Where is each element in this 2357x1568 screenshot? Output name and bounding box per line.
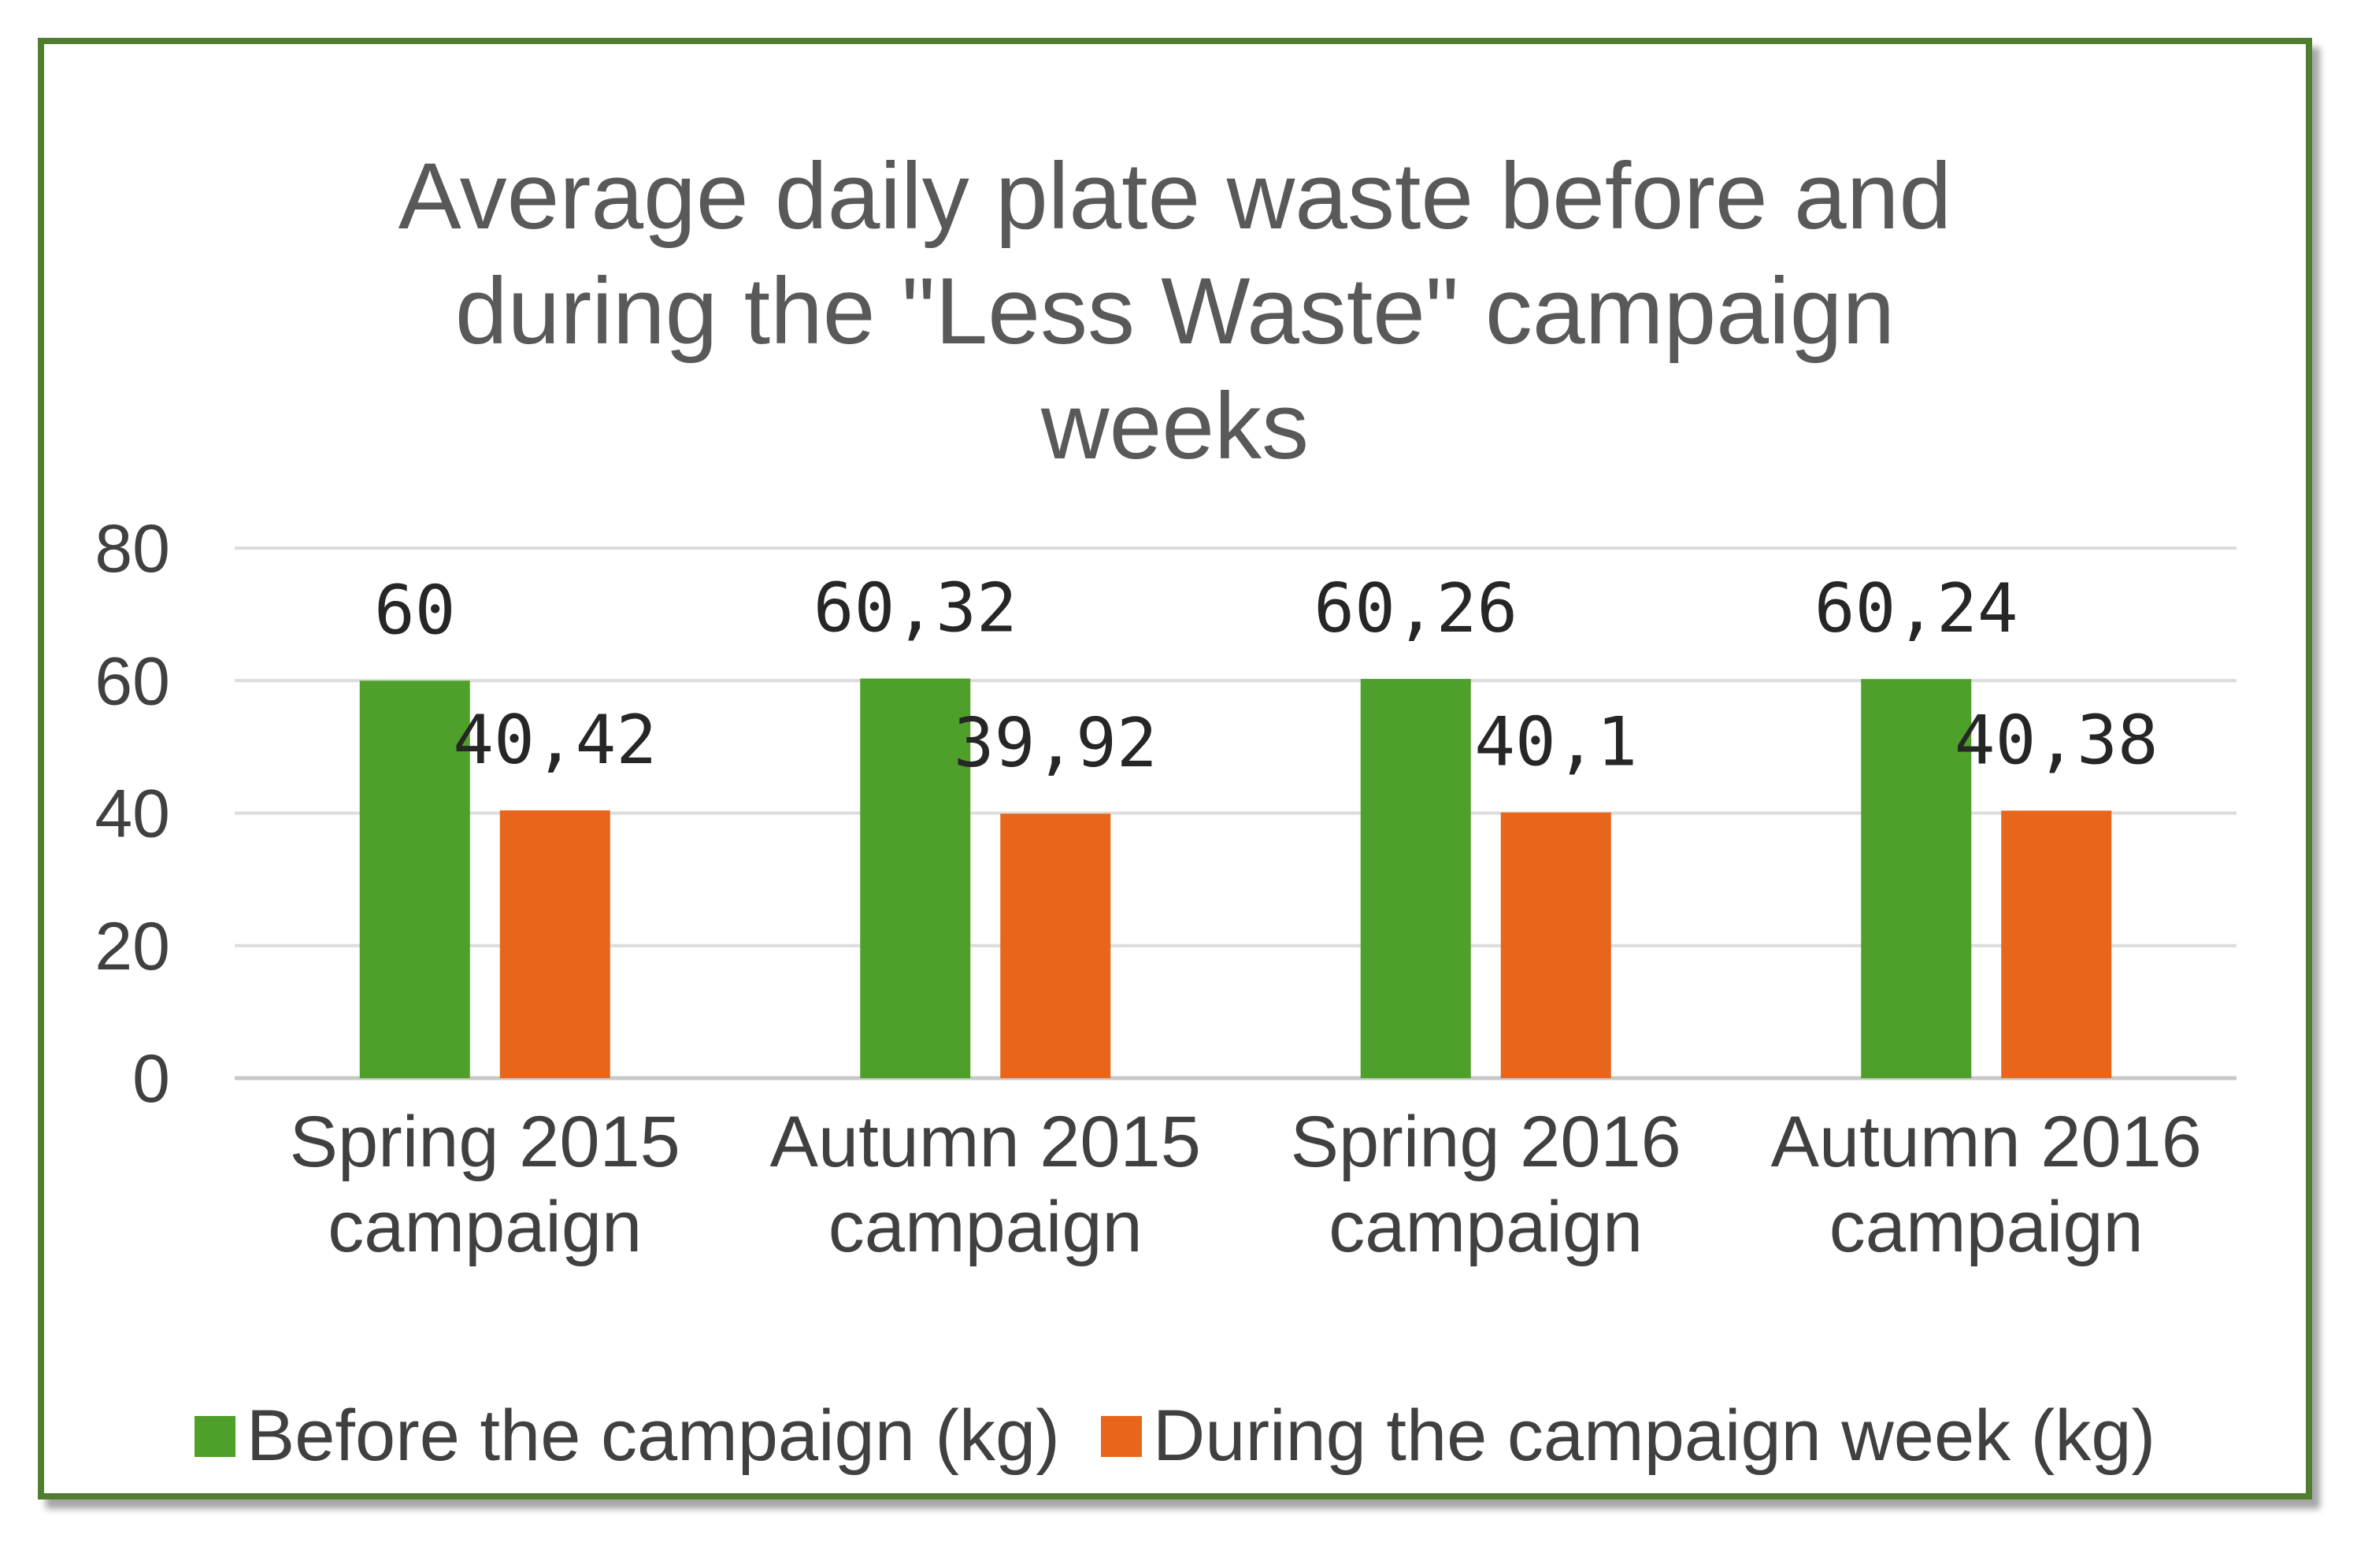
data-label-before-1: 60 xyxy=(374,571,456,650)
legend-item-before: Before the campaign (kg) xyxy=(194,1395,1060,1477)
legend-swatch-before xyxy=(194,1415,235,1457)
bar-during-2 xyxy=(1000,814,1111,1078)
bar-before-2 xyxy=(860,678,971,1078)
bar-during-3 xyxy=(1500,812,1611,1078)
x-tick-label: Spring 2016 xyxy=(1291,1102,1681,1182)
y-tick-label: 60 xyxy=(95,643,170,719)
data-label-during-1: 40,42 xyxy=(453,701,657,780)
bar-during-1 xyxy=(499,810,610,1078)
y-tick-label: 80 xyxy=(95,511,170,587)
legend-swatch-during xyxy=(1100,1415,1142,1457)
chart-legend: Before the campaign (kg) During the camp… xyxy=(44,1395,2306,1477)
bar-during-4 xyxy=(2001,810,2112,1078)
y-tick-label: 20 xyxy=(95,909,170,984)
legend-label-during: During the campaign week (kg) xyxy=(1152,1396,2156,1476)
data-label-during-2: 39,92 xyxy=(954,704,1158,783)
data-label-before-3: 60,26 xyxy=(1314,569,1518,648)
x-tick-label: campaign xyxy=(328,1187,642,1267)
x-tick-label: Autumn 2015 xyxy=(770,1102,1201,1182)
legend-label-before: Before the campaign (kg) xyxy=(246,1396,1060,1476)
chart-title-line-1: Average daily plate waste before and xyxy=(398,143,1952,249)
data-label-during-4: 40,38 xyxy=(1955,701,2159,780)
x-tick-label: Spring 2015 xyxy=(290,1102,680,1182)
chart-frame: Average daily plate waste before and dur… xyxy=(38,38,2312,1499)
y-tick-label: 0 xyxy=(132,1041,170,1117)
y-tick-label: 40 xyxy=(95,777,170,852)
x-tick-label: campaign xyxy=(1329,1187,1643,1267)
bar-before-1 xyxy=(359,680,470,1078)
data-label-before-2: 60,32 xyxy=(813,569,1017,648)
data-label-during-3: 40,1 xyxy=(1474,703,1637,782)
bar-before-3 xyxy=(1360,679,1471,1078)
x-tick-label: campaign xyxy=(828,1187,1143,1267)
chart-title-line-3: weeks xyxy=(1040,373,1310,479)
legend-item-during: During the campaign week (kg) xyxy=(1100,1395,2156,1477)
data-label-before-4: 60,24 xyxy=(1814,569,2018,648)
chart-title-line-2: during the "Less Waste" campaign xyxy=(454,258,1896,364)
chart-title: Average daily plate waste before and dur… xyxy=(44,139,2306,484)
x-tick-label: campaign xyxy=(1829,1187,2144,1267)
x-tick-label: Autumn 2016 xyxy=(1771,1102,2202,1182)
bar-before-4 xyxy=(1861,679,1972,1078)
